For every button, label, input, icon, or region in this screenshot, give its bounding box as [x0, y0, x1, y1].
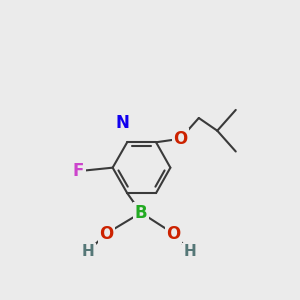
Text: H: H [183, 244, 196, 259]
Text: O: O [173, 130, 188, 148]
Text: H: H [82, 244, 94, 259]
Text: B: B [135, 204, 147, 222]
Text: O: O [166, 224, 181, 242]
Text: F: F [73, 162, 84, 180]
Text: O: O [99, 224, 113, 242]
Text: N: N [116, 114, 130, 132]
